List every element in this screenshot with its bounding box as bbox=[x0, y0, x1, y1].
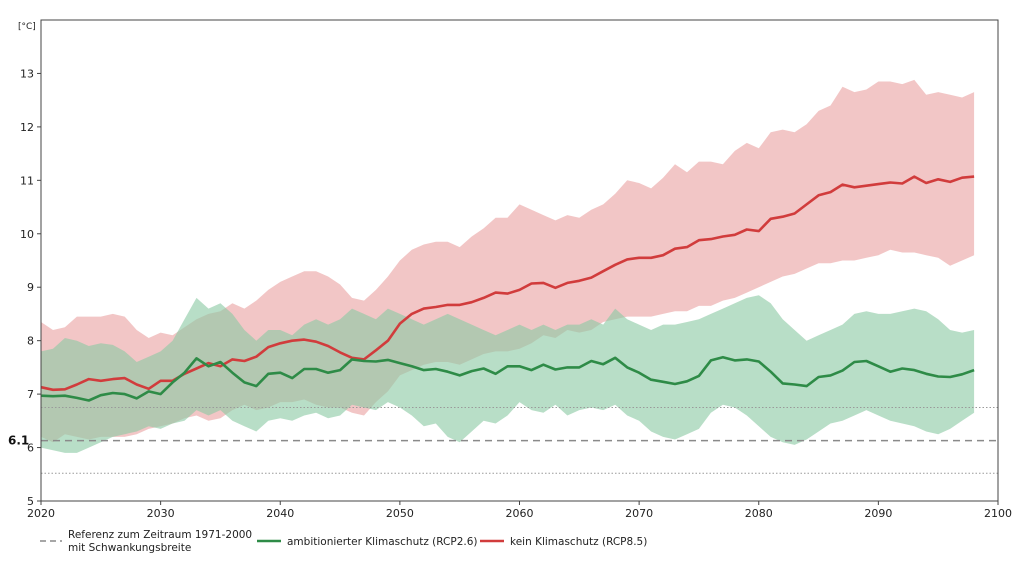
legend-label-rcp26: ambitionierter Klimaschutz (RCP2.6) bbox=[287, 536, 478, 548]
x-tick-label: 2070 bbox=[625, 507, 653, 520]
legend-label-rcp85: kein Klimaschutz (RCP8.5) bbox=[510, 536, 647, 548]
reference-value-label: 6.1 bbox=[8, 434, 29, 448]
reference-lines bbox=[41, 406, 998, 474]
series-line-rcp85 bbox=[40, 175, 975, 392]
x-tick-label: 2060 bbox=[506, 507, 534, 520]
y-tick-label: 11 bbox=[20, 174, 34, 187]
series-lines bbox=[40, 175, 975, 402]
y-tick-label: 13 bbox=[20, 67, 34, 80]
y-tick-label: 6 bbox=[27, 442, 34, 455]
legend-reference-label-line1: Referenz zum Zeitraum 1971-2000 bbox=[68, 529, 252, 541]
y-axis-unit-label: [°C] bbox=[18, 22, 36, 32]
axes: 2020 2030 2040 2050 2060 2070 2080 2090 2100 5 6 7 8… bbox=[20, 67, 1012, 520]
y-tick-label: 8 bbox=[27, 335, 34, 348]
y-tick-label: 10 bbox=[20, 228, 34, 241]
x-tick-label: 2030 bbox=[147, 507, 175, 520]
y-tick-label: 7 bbox=[27, 388, 34, 401]
series-line-rcp26 bbox=[40, 355, 975, 402]
x-tick-label: 2050 bbox=[386, 507, 414, 520]
band-rcp26 bbox=[41, 295, 975, 453]
legend-reference-label-line2: mit Schwankungsbreite bbox=[68, 542, 191, 554]
uncertainty-bands bbox=[41, 79, 975, 453]
x-tick-label: 2090 bbox=[864, 507, 892, 520]
y-tick-label: 12 bbox=[20, 121, 34, 134]
y-tick-label: 5 bbox=[27, 495, 34, 508]
x-tick-label: 2020 bbox=[27, 507, 55, 520]
x-tick-label: 2100 bbox=[984, 507, 1012, 520]
x-tick-label: 2040 bbox=[266, 507, 294, 520]
x-tick-label: 2080 bbox=[745, 507, 773, 520]
y-tick-label: 9 bbox=[27, 281, 34, 294]
